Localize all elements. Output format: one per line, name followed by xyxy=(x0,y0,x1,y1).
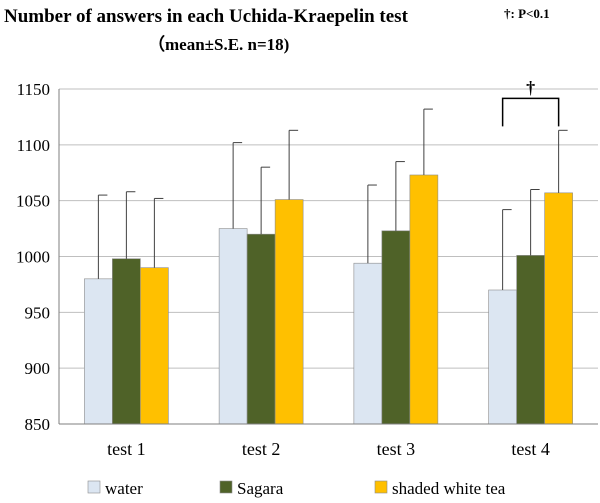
bar-shaded-white-tea-test-2 xyxy=(274,199,304,425)
legend: water Sagara shaded white tea xyxy=(87,479,506,498)
bar-shaded-white-tea-test-3 xyxy=(409,174,439,425)
bar-water-test-3 xyxy=(353,262,383,425)
x-tick-label: test 1 xyxy=(107,439,146,459)
y-tick-label: 900 xyxy=(25,359,51,378)
bar-water-test-4 xyxy=(488,289,517,425)
x-axis: test 1 test 2 test 3 test 4 xyxy=(59,423,598,459)
y-tick-label: 1150 xyxy=(17,80,50,99)
bar-sagara-test-3 xyxy=(381,230,411,425)
x-tick-label: test 2 xyxy=(242,439,281,459)
y-axis: 850 900 950 1000 1050 1100 1150 xyxy=(16,80,60,434)
bar-shaded-white-tea-test-1 xyxy=(140,267,169,425)
y-tick-label: 1100 xyxy=(17,136,50,155)
legend-swatch xyxy=(87,480,101,494)
significance-note: †: P<0.1 xyxy=(504,6,550,21)
legend-label: Sagara xyxy=(237,479,284,498)
chart-title: Number of answers in each Uchida-Kraepel… xyxy=(4,6,409,27)
significance-bracket-line xyxy=(501,97,560,127)
legend-label: shaded white tea xyxy=(392,479,506,498)
legend-swatch xyxy=(219,480,233,494)
chart-subtitle: （mean±S.E. n=18) xyxy=(148,34,289,54)
y-tick-label: 1000 xyxy=(16,248,50,267)
x-tick-label: test 4 xyxy=(511,439,550,459)
bars xyxy=(84,174,573,425)
x-tick-label: test 3 xyxy=(377,439,416,459)
y-tick-label: 950 xyxy=(25,303,51,322)
bar-water-test-1 xyxy=(84,278,113,425)
significance-bracket: † xyxy=(501,77,560,127)
bar-shaded-white-tea-test-4 xyxy=(544,192,573,425)
bar-sagara-test-2 xyxy=(246,233,276,425)
bar-sagara-test-4 xyxy=(516,255,545,425)
significance-marker: † xyxy=(526,77,535,97)
y-tick-label: 1050 xyxy=(16,192,50,211)
bar-water-test-2 xyxy=(218,228,248,425)
y-tick-label: 850 xyxy=(25,415,51,434)
legend-swatch xyxy=(374,480,388,494)
bar-sagara-test-1 xyxy=(112,258,141,425)
legend-label: water xyxy=(105,479,143,498)
error-bars xyxy=(97,108,568,290)
